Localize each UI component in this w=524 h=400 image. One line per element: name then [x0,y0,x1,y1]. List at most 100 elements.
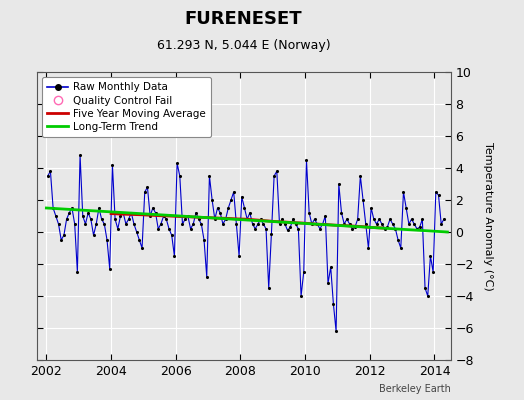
Point [165,226,173,232]
Point [394,237,402,243]
Point [291,221,300,227]
Point [84,210,92,216]
Point [316,226,324,232]
Point [324,280,332,286]
Point [380,226,389,232]
Point [173,160,181,166]
Point [86,216,95,222]
Point [426,253,434,259]
Point [305,210,313,216]
Point [237,194,246,200]
Point [222,216,230,222]
Text: 61.293 N, 5.044 E (Norway): 61.293 N, 5.044 E (Norway) [157,39,331,52]
Point [405,221,413,227]
Point [383,224,391,230]
Point [354,216,362,222]
Point [313,221,321,227]
Point [130,221,138,227]
Point [227,197,235,203]
Point [243,216,252,222]
Point [248,221,257,227]
Point [71,221,79,227]
Point [386,216,394,222]
Point [168,232,176,238]
Point [205,173,214,179]
Point [138,245,146,251]
Point [176,173,184,179]
Point [407,216,416,222]
Point [146,213,155,219]
Point [440,216,448,222]
Point [216,210,224,216]
Point [297,293,305,299]
Y-axis label: Temperature Anomaly (°C): Temperature Anomaly (°C) [484,142,494,290]
Point [259,221,268,227]
Text: Berkeley Earth: Berkeley Earth [379,384,451,394]
Point [211,216,219,222]
Point [200,237,208,243]
Point [437,221,445,227]
Point [111,216,119,222]
Point [434,192,443,198]
Point [294,226,302,232]
Point [345,221,354,227]
Point [149,205,157,211]
Point [413,226,421,232]
Point [432,189,440,195]
Point [416,224,424,230]
Point [154,226,162,232]
Point [332,328,340,334]
Point [335,181,343,187]
Point [265,285,273,291]
Point [108,162,117,168]
Point [60,232,68,238]
Point [162,216,170,222]
Point [208,197,216,203]
Point [308,221,316,227]
Point [302,157,311,163]
Point [272,168,281,174]
Point [133,229,141,235]
Point [356,173,365,179]
Point [73,269,82,275]
Point [181,216,189,222]
Point [81,221,90,227]
Point [52,213,60,219]
Point [65,210,73,216]
Point [337,210,346,216]
Point [127,210,136,216]
Point [373,221,381,227]
Point [79,213,87,219]
Point [300,269,308,275]
Point [197,221,205,227]
Point [286,224,294,230]
Point [100,221,108,227]
Point [97,216,106,222]
Point [329,301,337,307]
Point [340,221,348,227]
Point [343,216,351,222]
Legend: Raw Monthly Data, Quality Control Fail, Five Year Moving Average, Long-Term Tren: Raw Monthly Data, Quality Control Fail, … [42,77,211,137]
Point [122,221,130,227]
Point [135,237,144,243]
Point [57,237,66,243]
Point [378,221,386,227]
Point [397,245,405,251]
Point [170,253,179,259]
Point [326,264,335,270]
Point [76,152,84,158]
Point [251,226,259,232]
Point [421,285,429,291]
Point [348,226,356,232]
Point [187,226,195,232]
Point [402,205,410,211]
Point [351,224,359,230]
Point [114,226,122,232]
Point [267,230,276,237]
Point [105,266,114,272]
Point [410,221,419,227]
Point [213,205,222,211]
Point [116,213,125,219]
Point [362,221,370,227]
Point [103,237,111,243]
